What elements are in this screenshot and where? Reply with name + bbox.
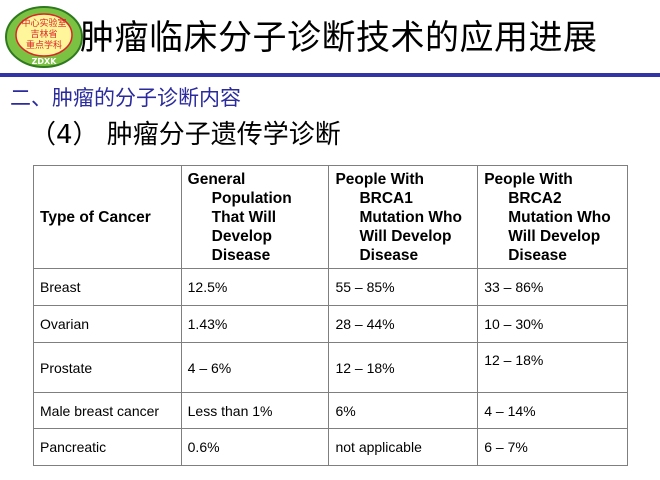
cell-brca2: 4 – 14% (477, 392, 628, 429)
logo-ring-text: ZDXK (32, 57, 58, 66)
logo-bottom-text: 重点学科 (26, 39, 62, 51)
cell-brca1: 28 – 44% (328, 305, 479, 343)
header-type-of-cancer: Type of Cancer (33, 165, 182, 269)
cancer-risk-table: Type of Cancer General Population That W… (33, 165, 628, 466)
section-subtitle: 二、肿瘤的分子诊断内容 (10, 86, 241, 110)
header-brca2: People With BRCA2 Mutation Who Will Deve… (477, 165, 628, 269)
lab-logo: 中心实验室 吉林省 重点学科 ZDXK (5, 6, 83, 68)
logo-inner (15, 13, 73, 57)
cell-general-population: Less than 1% (180, 392, 330, 429)
cell-cancer-type: Pancreatic (33, 428, 182, 466)
header-brca1: People With BRCA1 Mutation Who Will Deve… (328, 165, 479, 269)
cell-brca1: not applicable (328, 428, 479, 466)
table-row: Pancreatic 0.6% not applicable 6 – 7% (33, 428, 628, 466)
cell-brca2: 10 – 30% (477, 305, 628, 343)
cell-brca2: 6 – 7% (477, 428, 628, 466)
cell-brca1: 6% (328, 392, 479, 429)
table-row: Breast 12.5% 55 – 85% 33 – 86% (33, 268, 628, 306)
table-row: Ovarian 1.43% 28 – 44% 10 – 30% (33, 305, 628, 343)
cell-brca2: 12 – 18% (477, 342, 628, 393)
cell-cancer-type: Ovarian (33, 305, 182, 343)
cell-brca1: 12 – 18% (328, 342, 479, 393)
cell-cancer-type: Breast (33, 268, 182, 306)
section-heading: （4） 肿瘤分子遗传学诊断 (30, 120, 341, 150)
cell-cancer-type: Male breast cancer (33, 392, 182, 429)
cell-general-population: 12.5% (180, 268, 330, 306)
cell-general-population: 4 – 6% (180, 342, 330, 393)
logo-middle-text: 吉林省 (30, 28, 57, 40)
table-row: Male breast cancer Less than 1% 6% 4 – 1… (33, 392, 628, 429)
header-general-population: General Population That Will Develop Dis… (180, 165, 330, 269)
table-header-row: Type of Cancer General Population That W… (33, 165, 628, 269)
cell-general-population: 0.6% (180, 428, 330, 466)
cell-cancer-type: Prostate (33, 342, 182, 393)
cell-brca2: 33 – 86% (477, 268, 628, 306)
table-row: Prostate 4 – 6% 12 – 18% 12 – 18% (33, 342, 628, 393)
cell-general-population: 1.43% (180, 305, 330, 343)
page-title: 肿瘤临床分子诊断技术的应用进展 (80, 18, 598, 58)
logo-top-text: 中心实验室 (21, 17, 66, 29)
cell-brca1: 55 – 85% (328, 268, 479, 306)
title-divider (0, 73, 660, 77)
